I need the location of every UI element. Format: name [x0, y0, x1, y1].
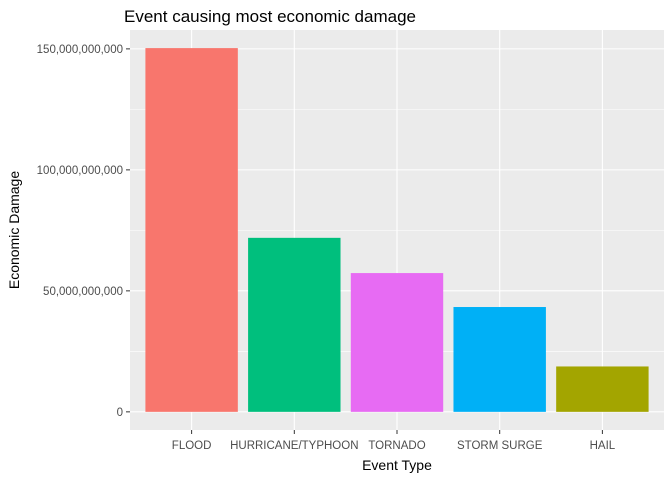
y-tick-label: 150,000,000,000 — [37, 44, 123, 56]
x-tick-label: HURRICANE/TYPHOON — [230, 440, 358, 452]
bar-flood — [145, 48, 238, 412]
x-axis-title: Event Type — [362, 457, 432, 473]
y-tick-label: 100,000,000,000 — [37, 165, 123, 177]
x-axis-ticks: FLOOD HURRICANE/TYPHOON TORNADO STORM SURGE… — [172, 430, 616, 452]
y-axis-ticks: 0 50,000,000,000 100,000,000,000 150,000,00… — [37, 44, 130, 419]
x-tick-label: STORM SURGE — [457, 440, 543, 452]
chart-title: Event causing most economic damage — [124, 7, 416, 26]
x-tick-label: FLOOD — [172, 440, 212, 452]
bar-hail — [556, 366, 649, 412]
y-tick-label: 0 — [117, 407, 123, 419]
bars — [145, 48, 649, 412]
bar-hurricane-typhoon — [248, 237, 341, 412]
y-axis-title: Economic Damage — [6, 171, 22, 289]
y-tick-label: 50,000,000,000 — [43, 286, 123, 298]
bar-storm-surge — [453, 307, 546, 412]
x-tick-label: TORNADO — [368, 440, 425, 452]
x-tick-label: HAIL — [590, 440, 616, 452]
bar-tornado — [350, 273, 444, 412]
